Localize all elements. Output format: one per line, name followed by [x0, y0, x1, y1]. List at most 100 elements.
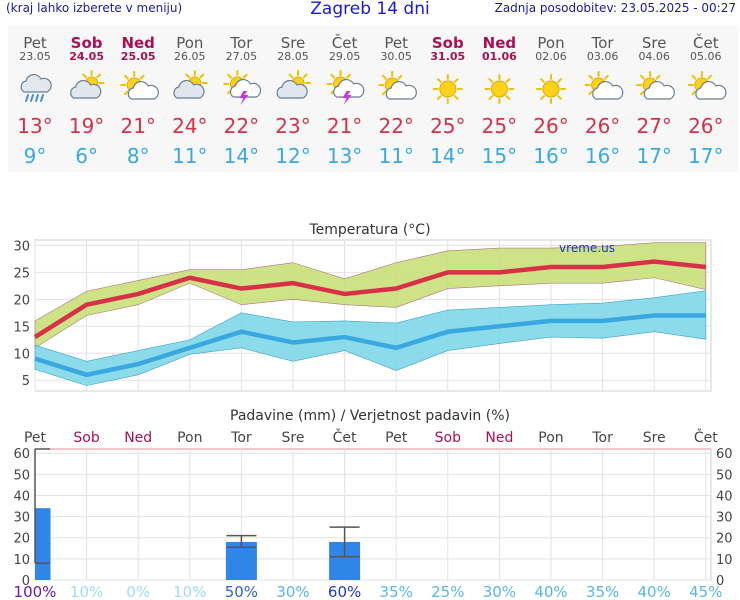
page-title: Zagreb 14 dni [310, 0, 430, 19]
day-name: Pon [537, 34, 564, 52]
sun-ray [227, 73, 233, 79]
sun-ray [655, 74, 661, 80]
sun-ray [505, 78, 511, 83]
thunderstorm-sun-icon [223, 70, 262, 105]
min-temp: 11° [378, 144, 413, 168]
temperature-line [34, 313, 706, 378]
cloud-shape [276, 79, 308, 99]
max-temp: 22° [378, 114, 413, 138]
sun-ray [124, 90, 129, 96]
min-temp: 6° [75, 144, 98, 168]
y-tick-label: 30 [13, 239, 30, 254]
cloud-body [643, 80, 675, 100]
min-temp: 17° [688, 144, 723, 168]
cloud-body [276, 79, 308, 99]
max-temp: 25° [482, 114, 517, 138]
cloud-shape [229, 78, 262, 98]
lightning-bolt [342, 91, 352, 105]
max-temp: 26° [688, 114, 723, 138]
day-date: 30.05 [380, 50, 412, 63]
x-tick-label: Čet [333, 428, 357, 446]
min-temp: 16° [533, 144, 568, 168]
sun-ray [345, 73, 351, 79]
day-name: Čet [332, 33, 358, 52]
sun-ray [557, 78, 562, 83]
day-date: 25.05 [121, 50, 156, 63]
cloud-shape [20, 73, 52, 93]
partly-cloudy-icon [276, 70, 311, 99]
y-tick-label-right: 60 [716, 447, 733, 462]
sun-ray [382, 90, 387, 96]
mostly-sunny-icon [378, 71, 417, 100]
x-tick-label: Ned [124, 430, 152, 446]
max-temp: 26° [533, 114, 568, 138]
sun-ray [330, 73, 336, 79]
precipitation-bar [35, 508, 51, 580]
sunny-icon [484, 74, 515, 104]
sun-shape [432, 74, 463, 104]
thunderstorm-sun-icon [326, 70, 365, 105]
sun-ray [199, 73, 205, 79]
y-tick-label: 25 [13, 266, 30, 281]
sun-ray [505, 95, 511, 100]
sun-ray [488, 78, 494, 83]
cloud-shape [173, 79, 205, 99]
cloud-body [127, 80, 159, 100]
probability-label: 0% [126, 583, 150, 600]
y-tick-label: 10 [13, 347, 30, 362]
temperature-chart-title: Temperatura (°C) [308, 222, 430, 238]
probability-label: 25% [431, 583, 464, 600]
day-forecast-strip: Pet23.0513°9°Sob24.0519°6°Ned25.0521°8°P… [17, 33, 727, 168]
sunny-icon [536, 74, 566, 104]
y-tick-label-right: 0 [716, 574, 724, 589]
cloud-shape [695, 80, 727, 100]
mostly-sunny-icon [687, 71, 727, 100]
probability-label: 35% [586, 583, 619, 600]
rain-drop [25, 94, 29, 102]
x-tick-label: Pet [24, 430, 47, 446]
max-temp: 24° [172, 114, 207, 138]
day-name: Ned [483, 34, 516, 52]
probability-label: 45% [689, 583, 722, 600]
day-date: 31.05 [430, 50, 465, 63]
probability-label: 10% [70, 583, 103, 600]
cloud-heavy-rain-icon [20, 73, 52, 102]
sun-disc [542, 80, 560, 98]
max-temp: 22° [224, 114, 259, 138]
day-name: Sre [642, 34, 667, 52]
probability-label: 60% [328, 583, 361, 600]
precipitation-chart: Padavine (mm) / Verjetnost padavin (%) Pe… [13, 408, 732, 600]
y-tick-label: 50 [13, 468, 30, 483]
cloud-body [333, 78, 365, 98]
cloud-shape [333, 78, 365, 98]
cloud-body [385, 80, 417, 100]
temperature-chart: Temperatura (°C) 5 10 15 20 25 30 vreme.us [13, 222, 712, 392]
precipitation-plot-area [34, 448, 712, 581]
mostly-sunny-icon [584, 71, 624, 100]
sun-ray [82, 73, 87, 79]
precipitation-bar [225, 541, 257, 580]
sun-ray [302, 73, 308, 79]
day-date: 05.06 [690, 50, 722, 63]
probability-label: 40% [638, 583, 671, 600]
cloud-body [20, 73, 52, 93]
sun-ray [436, 78, 442, 83]
sun-ray [707, 74, 712, 80]
y-tick-label-right: 40 [716, 489, 733, 504]
y-tick-label: 15 [13, 320, 30, 335]
precipitation-chart-title: Padavine (mm) / Verjetnost padavin (%) [230, 408, 510, 424]
sun-ray [436, 95, 442, 100]
y-tick-label: 20 [13, 532, 30, 547]
sun-shape [484, 74, 515, 104]
day-date: 02.06 [535, 50, 567, 63]
cloud-body [695, 80, 727, 100]
day-name: Ned [121, 34, 154, 52]
sun-ray [124, 74, 129, 80]
max-temp: 27° [636, 114, 671, 138]
min-temp: 16° [585, 144, 620, 168]
